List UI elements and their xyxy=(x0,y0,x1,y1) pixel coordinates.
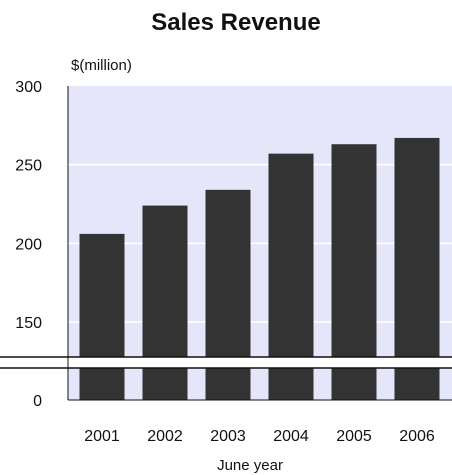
y-tick-label: 150 xyxy=(15,315,42,332)
y-tick-label: 200 xyxy=(15,236,42,253)
bar-2002 xyxy=(142,205,188,400)
y-tick-label: 300 xyxy=(15,79,42,96)
gridlines xyxy=(68,163,452,323)
x-tick-label: 2001 xyxy=(84,428,120,445)
y-unit-label: $(million) xyxy=(71,57,132,74)
bar-2001 xyxy=(79,233,125,400)
x-tick-label: 2004 xyxy=(273,428,309,445)
x-tick-label: 2006 xyxy=(399,428,435,445)
axis-break xyxy=(0,356,452,369)
x-axis-ticks: 2001 2002 2003 2004 2005 2006 xyxy=(84,428,435,445)
y-tick-label: 0 xyxy=(33,393,42,410)
y-tick-label: 250 xyxy=(15,158,42,175)
y-axis-ticks: 300 250 200 150 0 xyxy=(15,79,42,410)
x-tick-label: 2002 xyxy=(147,428,183,445)
chart-title: Sales Revenue xyxy=(151,9,320,36)
x-tick-label: 2005 xyxy=(336,428,372,445)
x-tick-label: 2003 xyxy=(210,428,246,445)
x-axis-label: June year xyxy=(217,457,283,474)
